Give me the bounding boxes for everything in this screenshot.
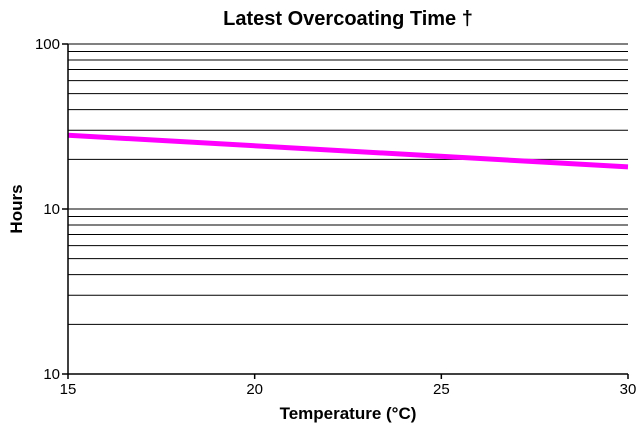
series-line <box>67 132 629 170</box>
y-tick-label: 10 <box>43 366 60 383</box>
x-tick-label: 15 <box>60 381 77 398</box>
x-tick-label: 30 <box>620 381 637 398</box>
x-axis-label: Temperature (°C) <box>280 404 417 423</box>
y-tick-label: 10 <box>43 201 60 218</box>
grid-layer <box>68 43 628 325</box>
y-axis-label: Hours <box>7 184 26 233</box>
y-tick-label: 100 <box>35 36 60 53</box>
chart-title: Latest Overcoating Time † <box>223 8 473 30</box>
axis-layer <box>62 43 629 379</box>
series-layer <box>67 132 629 170</box>
tick-layer: 10 10 100 15 20 25 30 <box>35 36 636 398</box>
x-tick-label: 25 <box>433 381 450 398</box>
x-tick-label: 20 <box>246 381 263 398</box>
